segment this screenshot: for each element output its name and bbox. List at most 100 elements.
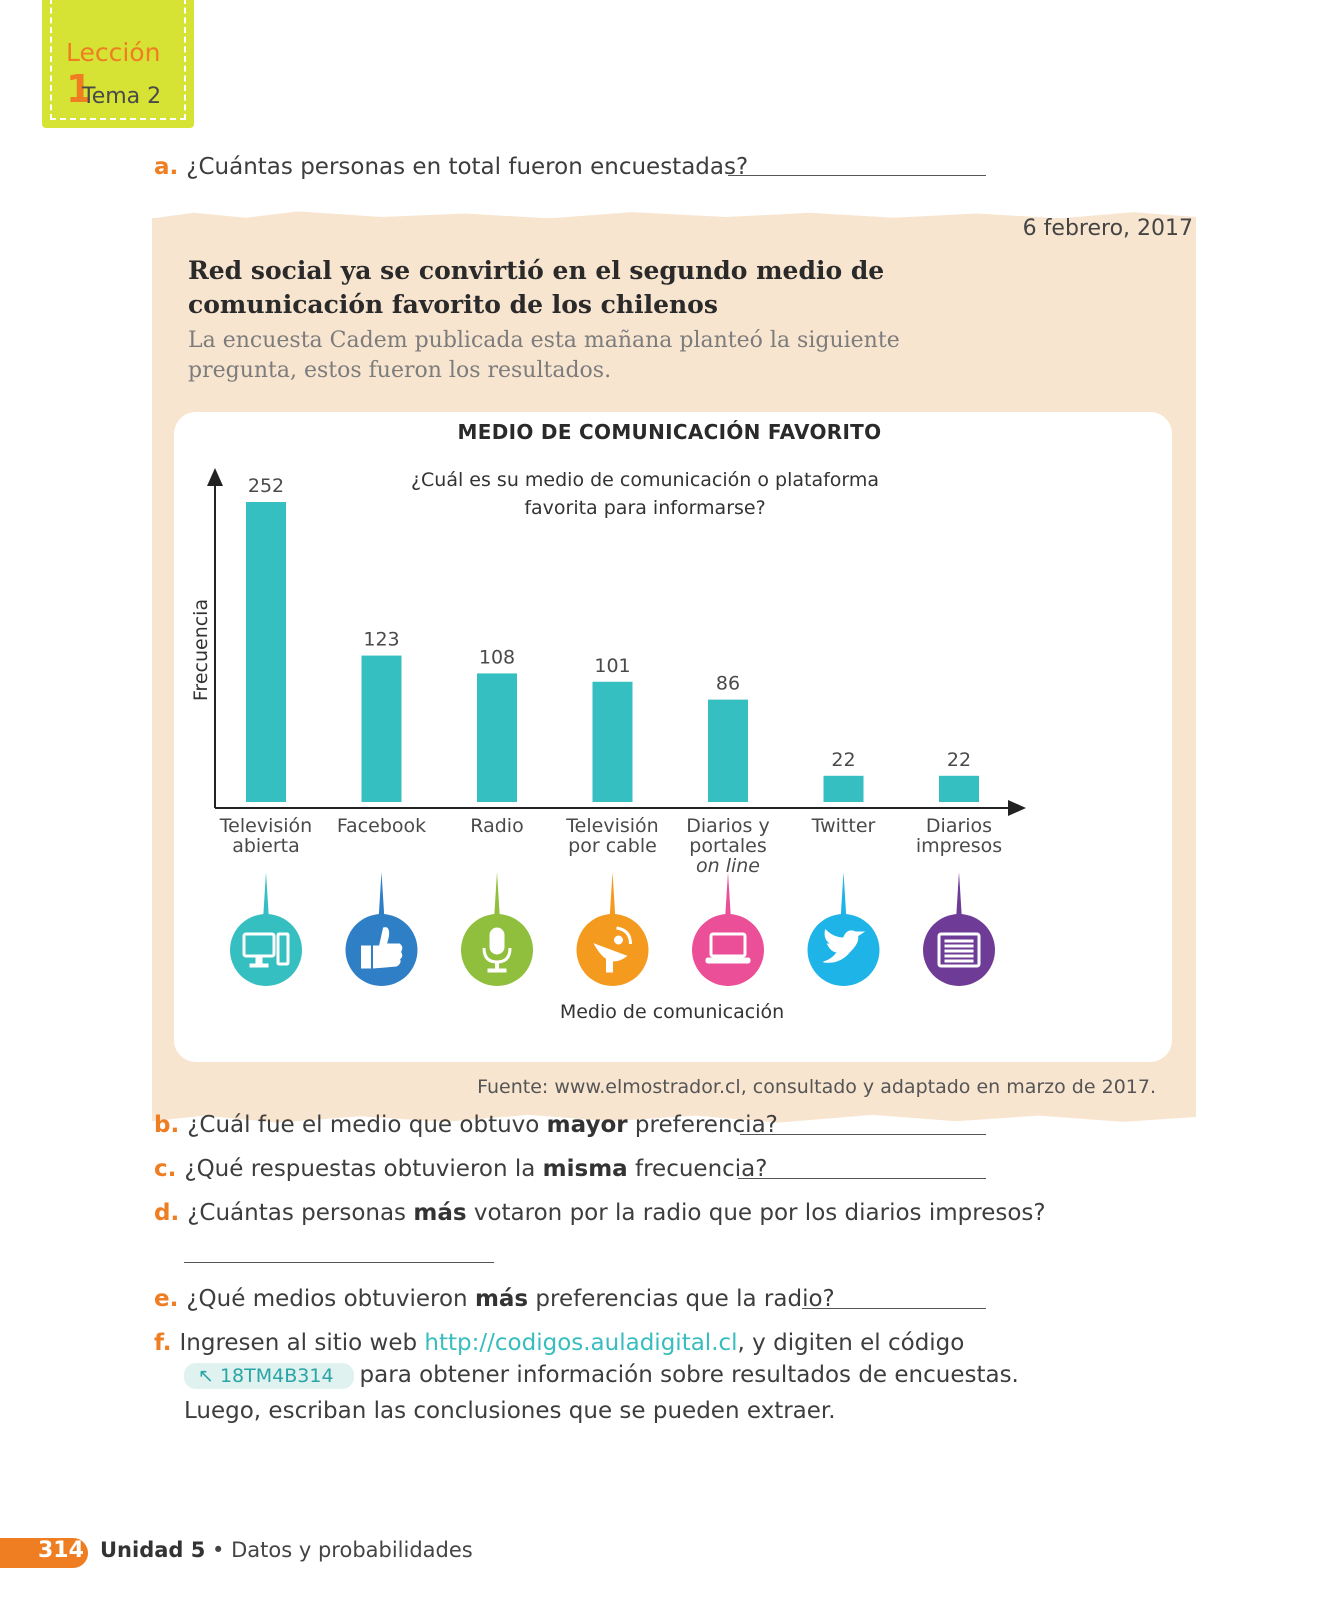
bar (477, 673, 517, 802)
computer-icon (230, 914, 302, 986)
bar (361, 655, 402, 802)
newspaper-icon-glyph (937, 932, 981, 968)
article-headline: Red social ya se convirtió en el segundo… (188, 256, 885, 319)
category-label: por cable (568, 835, 657, 857)
laptop-icon (692, 914, 764, 986)
category-label: Televisión (565, 815, 658, 837)
lesson-number: 1 (66, 67, 93, 111)
page-number: 314 (38, 1538, 84, 1563)
chart-card (174, 412, 1172, 1062)
question-a: a. ¿Cuántas personas en total fueron encu… (154, 154, 748, 180)
bar (823, 775, 864, 802)
source-note: Fuente: www.elmostrador.cl, consultado y… (477, 1076, 1156, 1098)
question-b: b. ¿Cuál fue el medio que obtuvo mayor pr… (154, 1112, 778, 1138)
lesson-label: Lección 1 (66, 38, 161, 111)
bar-value-label: 252 (248, 475, 284, 497)
lesson-ribbon: Lección 1 Tema 2 (42, 0, 194, 128)
satellite-dish-icon-glyph (593, 926, 632, 973)
category-label: Twitter (811, 815, 876, 837)
question-text: para obtener información sobre resultado… (359, 1362, 1019, 1388)
bar-value-label: 22 (947, 749, 971, 771)
emphasis: misma (542, 1156, 628, 1182)
question-text: frecuencia? (627, 1156, 768, 1182)
question-letter: a. (154, 154, 179, 180)
x-axis-title: Medio de comunicación (560, 1001, 784, 1023)
website-link[interactable]: http://codigos.auladigital.cl (424, 1330, 738, 1356)
bar-value-label: 123 (363, 629, 399, 651)
bar-value-label: 86 (716, 673, 740, 695)
icon-pin (956, 872, 962, 920)
article-date: 6 febrero, 2017 (1022, 216, 1193, 241)
question-text: preferencias que la radio? (528, 1286, 835, 1312)
question-text: votaron por la radio que por los diarios… (466, 1200, 1046, 1226)
bar (708, 699, 748, 802)
bar (939, 775, 979, 802)
ribbon-stitching (50, 0, 186, 120)
separator: • (212, 1538, 225, 1562)
emphasis: mayor (546, 1112, 628, 1138)
answer-line-e[interactable] (802, 1308, 986, 1309)
question-letter: c. (154, 1156, 177, 1182)
question-f: f. Ingresen al sitio web http://codigos.a… (154, 1330, 964, 1356)
question-d: d. ¿Cuántas personas más votaron por la r… (154, 1200, 1046, 1226)
torn-edge-bottom (152, 1110, 1196, 1123)
question-text: ¿Cuántas personas (187, 1200, 414, 1226)
icons-group (230, 872, 995, 986)
code-badge[interactable]: ↖ 18TM4B314 (184, 1362, 354, 1389)
answer-line-b[interactable] (740, 1134, 986, 1135)
category-label: on line (696, 855, 760, 877)
bar-value-label: 108 (479, 646, 515, 668)
chart-title: MEDIO DE COMUNICACIÓN FAVORITO (457, 420, 882, 444)
icon-pin (494, 872, 500, 920)
question-text: ¿Qué respuestas obtuvieron la (184, 1156, 543, 1182)
topic-label: Tema 2 (82, 84, 162, 109)
category-label: Radio (470, 815, 523, 837)
answer-line-d[interactable] (184, 1262, 494, 1263)
bar (246, 502, 286, 802)
question-letter: b. (154, 1112, 180, 1138)
emphasis: más (474, 1286, 529, 1312)
question-f-line2: ↖ 18TM4B314 para obtener información sobr… (184, 1362, 1019, 1389)
footer-unit: Unidad 5 • Datos y probabilidades (100, 1538, 473, 1562)
question-letter: f. (154, 1330, 172, 1356)
category-label: Televisión (219, 815, 312, 837)
twitter-bird-icon-glyph (823, 928, 866, 963)
bars-group: 252Televisiónabierta123Facebook108Radio1… (219, 475, 1002, 877)
question-text: ¿Cuántas personas en total fueron encues… (186, 154, 749, 180)
bar-value-label: 22 (831, 749, 855, 771)
satellite-dish-icon (576, 914, 649, 986)
question-c: c. ¿Qué respuestas obtuvieron la misma fr… (154, 1156, 767, 1182)
category-label: Diarios y (686, 815, 769, 837)
unit-label: Unidad 5 (100, 1538, 206, 1562)
answer-line-c[interactable] (738, 1178, 986, 1179)
article-lede: La encuesta Cadem publicada esta mañana … (188, 328, 900, 383)
cursor-icon: ↖ (198, 1364, 214, 1387)
bar (592, 681, 633, 802)
category-label: abierta (232, 835, 300, 857)
question-letter: e. (154, 1286, 179, 1312)
thumbs-up-icon-glyph (361, 927, 403, 969)
bar-value-label: 101 (594, 655, 630, 677)
icon-pin (263, 872, 269, 920)
category-label: Diarios (926, 815, 992, 837)
question-text: Ingresen al sitio web (179, 1330, 425, 1356)
question-f-line3: Luego, escriban las conclusiones que se … (184, 1398, 836, 1424)
icon-pin (725, 872, 731, 920)
code-text: 18TM4B314 (219, 1364, 334, 1387)
computer-icon-glyph (242, 932, 290, 968)
icon-pin (609, 872, 616, 920)
icon-pin (840, 872, 847, 920)
emphasis: más (413, 1200, 467, 1226)
question-e: e. ¿Qué medios obtuvieron más preferencia… (154, 1286, 835, 1312)
question-text: ¿Qué medios obtuvieron (186, 1286, 475, 1312)
icon-pin (378, 872, 385, 920)
y-axis-title: Frecuencia (190, 599, 212, 701)
answer-line-a[interactable] (728, 175, 986, 176)
question-letter: d. (154, 1200, 180, 1226)
question-text: ¿Cuál fue el medio que obtuvo (187, 1112, 547, 1138)
question-text: Luego, escriban las conclusiones que se … (184, 1398, 836, 1424)
category-label: Facebook (337, 815, 426, 837)
topic-label: Datos y probabilidades (231, 1538, 473, 1562)
laptop-icon-glyph (705, 932, 751, 964)
page-number-tab (0, 1538, 88, 1568)
